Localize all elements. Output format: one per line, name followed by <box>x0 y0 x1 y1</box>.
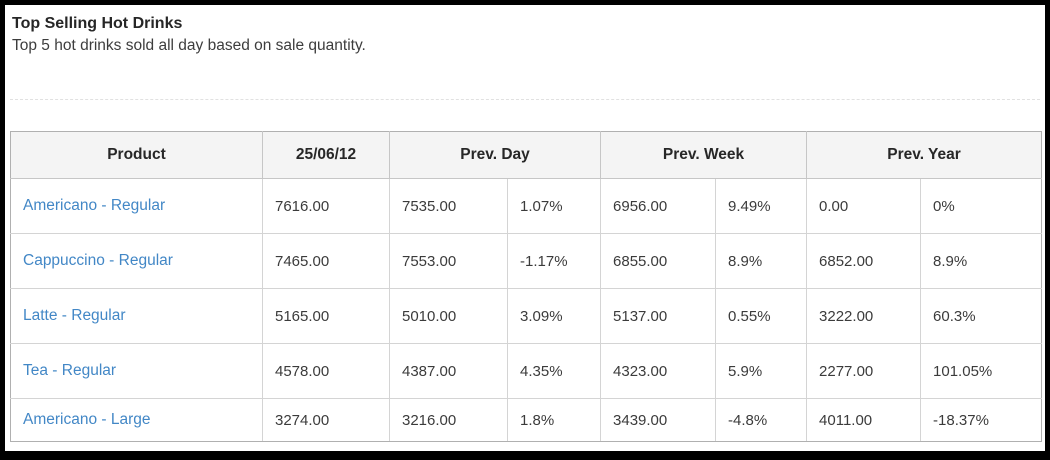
cell-prev-year-change: 60.3% <box>920 288 1043 344</box>
panel-title: Top Selling Hot Drinks <box>12 15 183 32</box>
cell-prev-year-value: 2277.00 <box>806 343 922 399</box>
panel-subtitle: Top 5 hot drinks sold all day based on s… <box>12 37 366 54</box>
table-row: Latte - Regular 5165.00 5010.00 3.09% 51… <box>10 288 1043 344</box>
cell-prev-year-change: 101.05% <box>920 343 1043 399</box>
product-link[interactable]: Americano - Regular <box>23 197 166 214</box>
cell-prev-week-value: 5137.00 <box>600 288 717 344</box>
cell-prev-day-change: -1.17% <box>506 233 602 289</box>
dashed-divider <box>10 99 1040 100</box>
cell-prev-year-value: 3222.00 <box>806 288 922 344</box>
product-link[interactable]: Americano - Large <box>23 411 151 428</box>
cell-prev-year-change: 8.9% <box>920 233 1043 289</box>
col-header-prev-day: Prev. Day <box>388 131 602 179</box>
product-link[interactable]: Cappuccino - Regular <box>23 252 173 269</box>
cell-prev-day-change: 1.07% <box>506 178 602 234</box>
panel-header: Top Selling Hot Drinks Top 5 hot drinks … <box>5 5 1045 57</box>
product-link[interactable]: Latte - Regular <box>23 307 126 324</box>
cell-prev-day-value: 7553.00 <box>389 233 508 289</box>
cell-today: 7616.00 <box>262 178 390 234</box>
cell-prev-week-value: 4323.00 <box>600 343 717 399</box>
cell-prev-week-change: 9.49% <box>715 178 808 234</box>
col-header-product: Product <box>10 131 263 179</box>
cell-prev-year-change: -18.37% <box>920 398 1043 442</box>
table-row: Americano - Regular 7616.00 7535.00 1.07… <box>10 178 1043 234</box>
cell-prev-year-value: 0.00 <box>806 178 922 234</box>
cell-prev-week-value: 6855.00 <box>600 233 717 289</box>
cell-prev-day-value: 4387.00 <box>389 343 508 399</box>
cell-prev-day-value: 7535.00 <box>389 178 508 234</box>
cell-prev-week-change: 5.9% <box>715 343 808 399</box>
cell-prev-week-value: 6956.00 <box>600 178 717 234</box>
cell-today: 4578.00 <box>262 343 390 399</box>
col-header-prev-week: Prev. Week <box>600 131 808 179</box>
cell-product: Americano - Regular <box>10 178 263 234</box>
cell-prev-week-value: 3439.00 <box>600 398 717 442</box>
product-link[interactable]: Tea - Regular <box>23 362 117 379</box>
cell-product: Latte - Regular <box>10 288 263 344</box>
cell-today: 7465.00 <box>262 233 390 289</box>
cell-prev-week-change: 8.9% <box>715 233 808 289</box>
top-drinks-table: Product 25/06/12 Prev. Day Prev. Week Pr… <box>10 131 1043 442</box>
cell-prev-year-value: 6852.00 <box>806 233 922 289</box>
cell-prev-week-change: -4.8% <box>715 398 808 442</box>
cell-product: Americano - Large <box>10 398 263 442</box>
cell-prev-week-change: 0.55% <box>715 288 808 344</box>
cell-prev-day-change: 4.35% <box>506 343 602 399</box>
cell-today: 5165.00 <box>262 288 390 344</box>
cell-prev-year-value: 4011.00 <box>806 398 922 442</box>
cell-product: Tea - Regular <box>10 343 263 399</box>
cell-prev-day-value: 5010.00 <box>389 288 508 344</box>
cell-prev-day-change: 3.09% <box>506 288 602 344</box>
table-row: Tea - Regular 4578.00 4387.00 4.35% 4323… <box>10 343 1043 399</box>
table-row: Americano - Large 3274.00 3216.00 1.8% 3… <box>10 398 1043 442</box>
cell-prev-day-value: 3216.00 <box>389 398 508 442</box>
cell-prev-day-change: 1.8% <box>506 398 602 442</box>
cell-today: 3274.00 <box>262 398 390 442</box>
col-header-date: 25/06/12 <box>262 131 390 179</box>
table-row: Cappuccino - Regular 7465.00 7553.00 -1.… <box>10 233 1043 289</box>
table-header-row: Product 25/06/12 Prev. Day Prev. Week Pr… <box>10 131 1043 179</box>
cell-product: Cappuccino - Regular <box>10 233 263 289</box>
col-header-prev-year: Prev. Year <box>806 131 1043 179</box>
cell-prev-year-change: 0% <box>920 178 1043 234</box>
